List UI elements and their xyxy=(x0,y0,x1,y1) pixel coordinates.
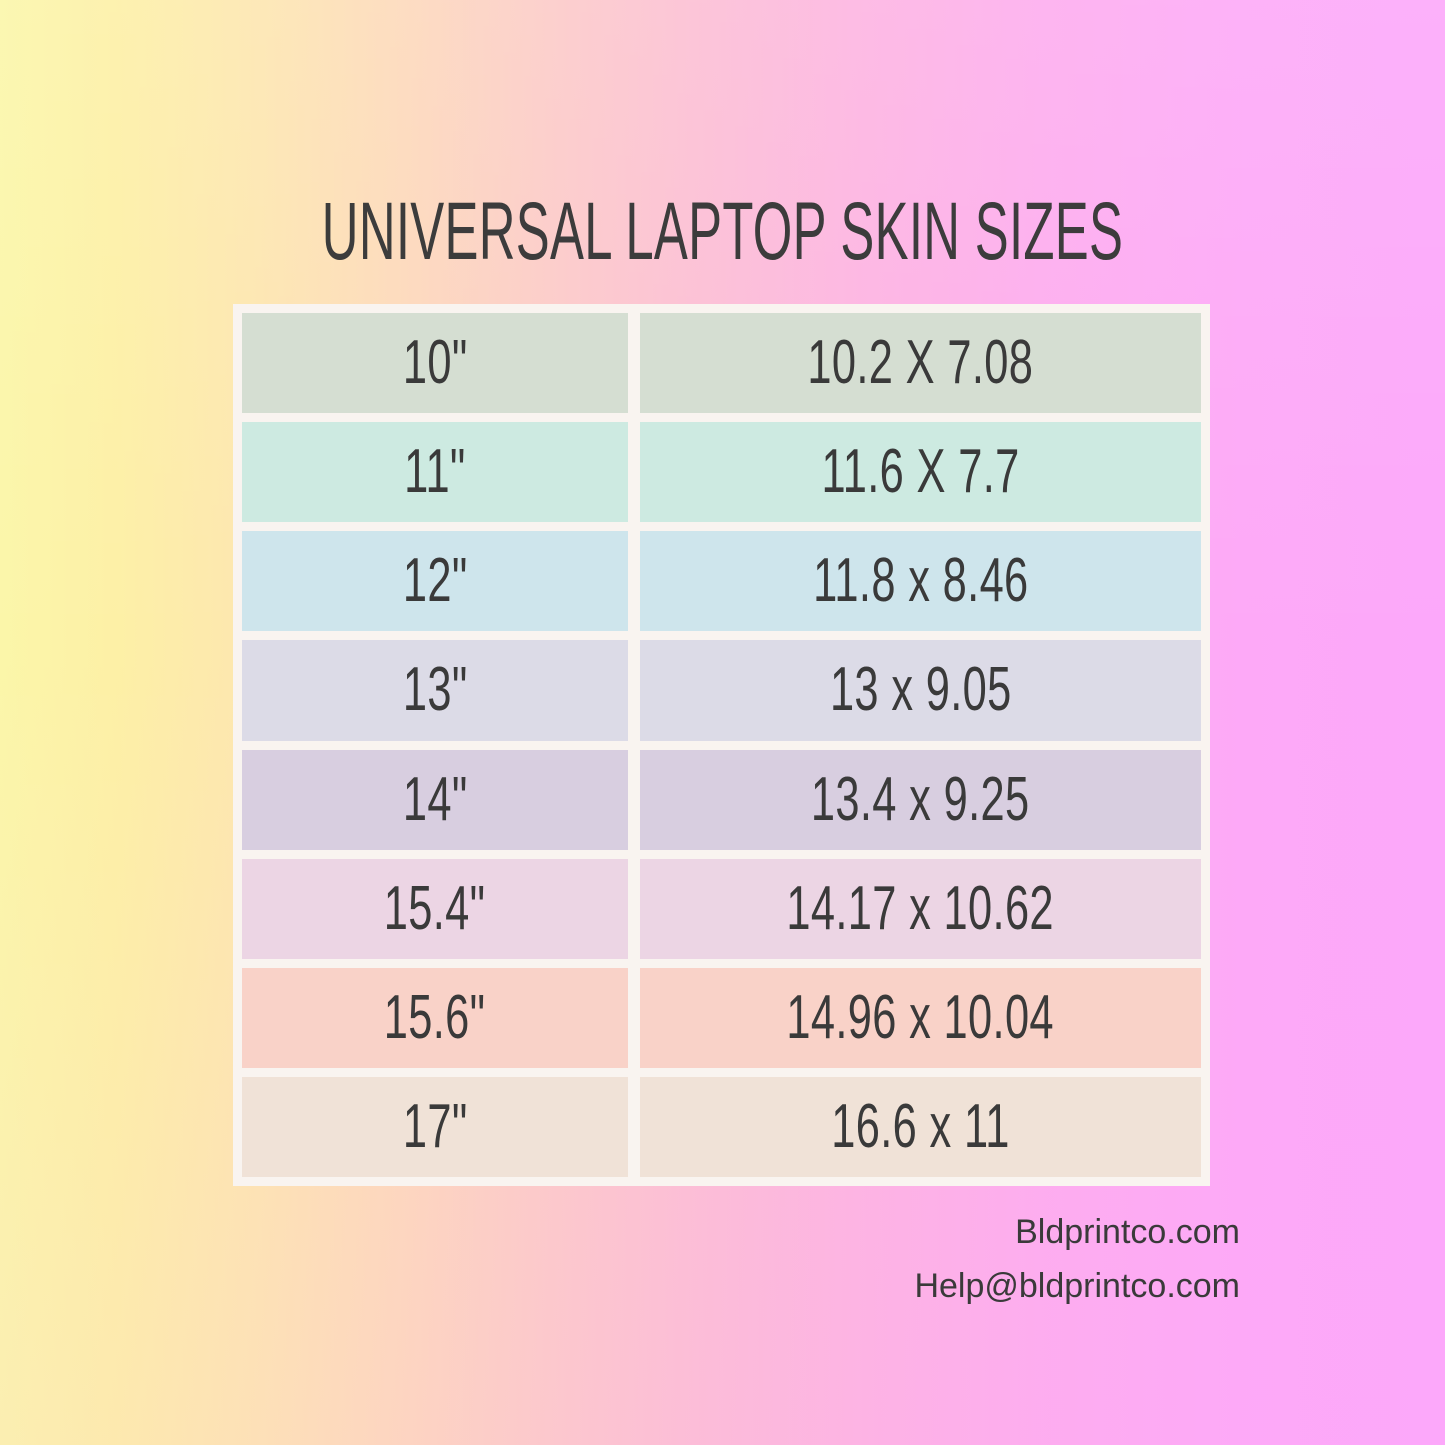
size-label: 15.6" xyxy=(384,982,486,1052)
size-cell: 14" xyxy=(242,749,628,850)
table-row: 10" 10.2 X 7.08 xyxy=(242,313,1201,414)
size-cell: 15.6" xyxy=(242,967,628,1068)
dimensions-label: 11.8 x 8.46 xyxy=(812,546,1029,616)
table-row: 17" 16.6 x 11 xyxy=(242,1076,1201,1177)
footer-website[interactable]: Bldprintco.com xyxy=(1015,1213,1240,1251)
dimensions-cell: 14.17 x 10.62 xyxy=(640,858,1201,959)
footer-email[interactable]: Help@bldprintco.com xyxy=(914,1267,1240,1305)
dimensions-label: 16.6 x 11 xyxy=(831,1091,1010,1161)
laptop-size-table: 10" 10.2 X 7.08 11" 11.6 X 7.7 12" 11.8 x 8.4… xyxy=(233,304,1210,1186)
dimensions-label: 10.2 X 7.08 xyxy=(807,328,1034,398)
dimensions-cell: 13 x 9.05 xyxy=(640,640,1201,741)
footer-contact: Bldprintco.com Help@bldprintco.com xyxy=(914,1205,1240,1313)
table-row: 13" 13 x 9.05 xyxy=(242,640,1201,741)
dimensions-cell: 16.6 x 11 xyxy=(640,1076,1201,1177)
size-label: 17" xyxy=(402,1091,468,1161)
dimensions-cell: 10.2 X 7.08 xyxy=(640,313,1201,414)
size-label: 12" xyxy=(402,546,468,616)
size-cell: 11" xyxy=(242,422,628,523)
dimensions-cell: 11.8 x 8.46 xyxy=(640,531,1201,632)
size-cell: 17" xyxy=(242,1076,628,1177)
size-label: 11" xyxy=(404,437,466,507)
size-cell: 10" xyxy=(242,313,628,414)
dimensions-label: 13 x 9.05 xyxy=(829,655,1012,725)
dimensions-label: 13.4 x 9.25 xyxy=(811,764,1030,834)
size-label: 15.4" xyxy=(384,873,486,943)
page-title: UNIVERSAL LAPTOP SKIN SIZES xyxy=(321,186,1124,277)
size-cell: 12" xyxy=(242,531,628,632)
dimensions-cell: 14.96 x 10.04 xyxy=(640,967,1201,1068)
size-label: 10" xyxy=(402,328,468,398)
dimensions-label: 14.17 x 10.62 xyxy=(786,873,1055,943)
size-label: 13" xyxy=(402,655,468,725)
table-row: 14" 13.4 x 9.25 xyxy=(242,749,1201,850)
dimensions-cell: 13.4 x 9.25 xyxy=(640,749,1201,850)
dimensions-cell: 11.6 X 7.7 xyxy=(640,422,1201,523)
size-label: 14" xyxy=(402,764,468,834)
table-row: 11" 11.6 X 7.7 xyxy=(242,422,1201,523)
dimensions-label: 11.6 X 7.7 xyxy=(821,437,1020,507)
table-row: 15.4" 14.17 x 10.62 xyxy=(242,858,1201,959)
dimensions-label: 14.96 x 10.04 xyxy=(786,982,1055,1052)
table-row: 15.6" 14.96 x 10.04 xyxy=(242,967,1201,1068)
size-cell: 15.4" xyxy=(242,858,628,959)
size-cell: 13" xyxy=(242,640,628,741)
table-row: 12" 11.8 x 8.46 xyxy=(242,531,1201,632)
